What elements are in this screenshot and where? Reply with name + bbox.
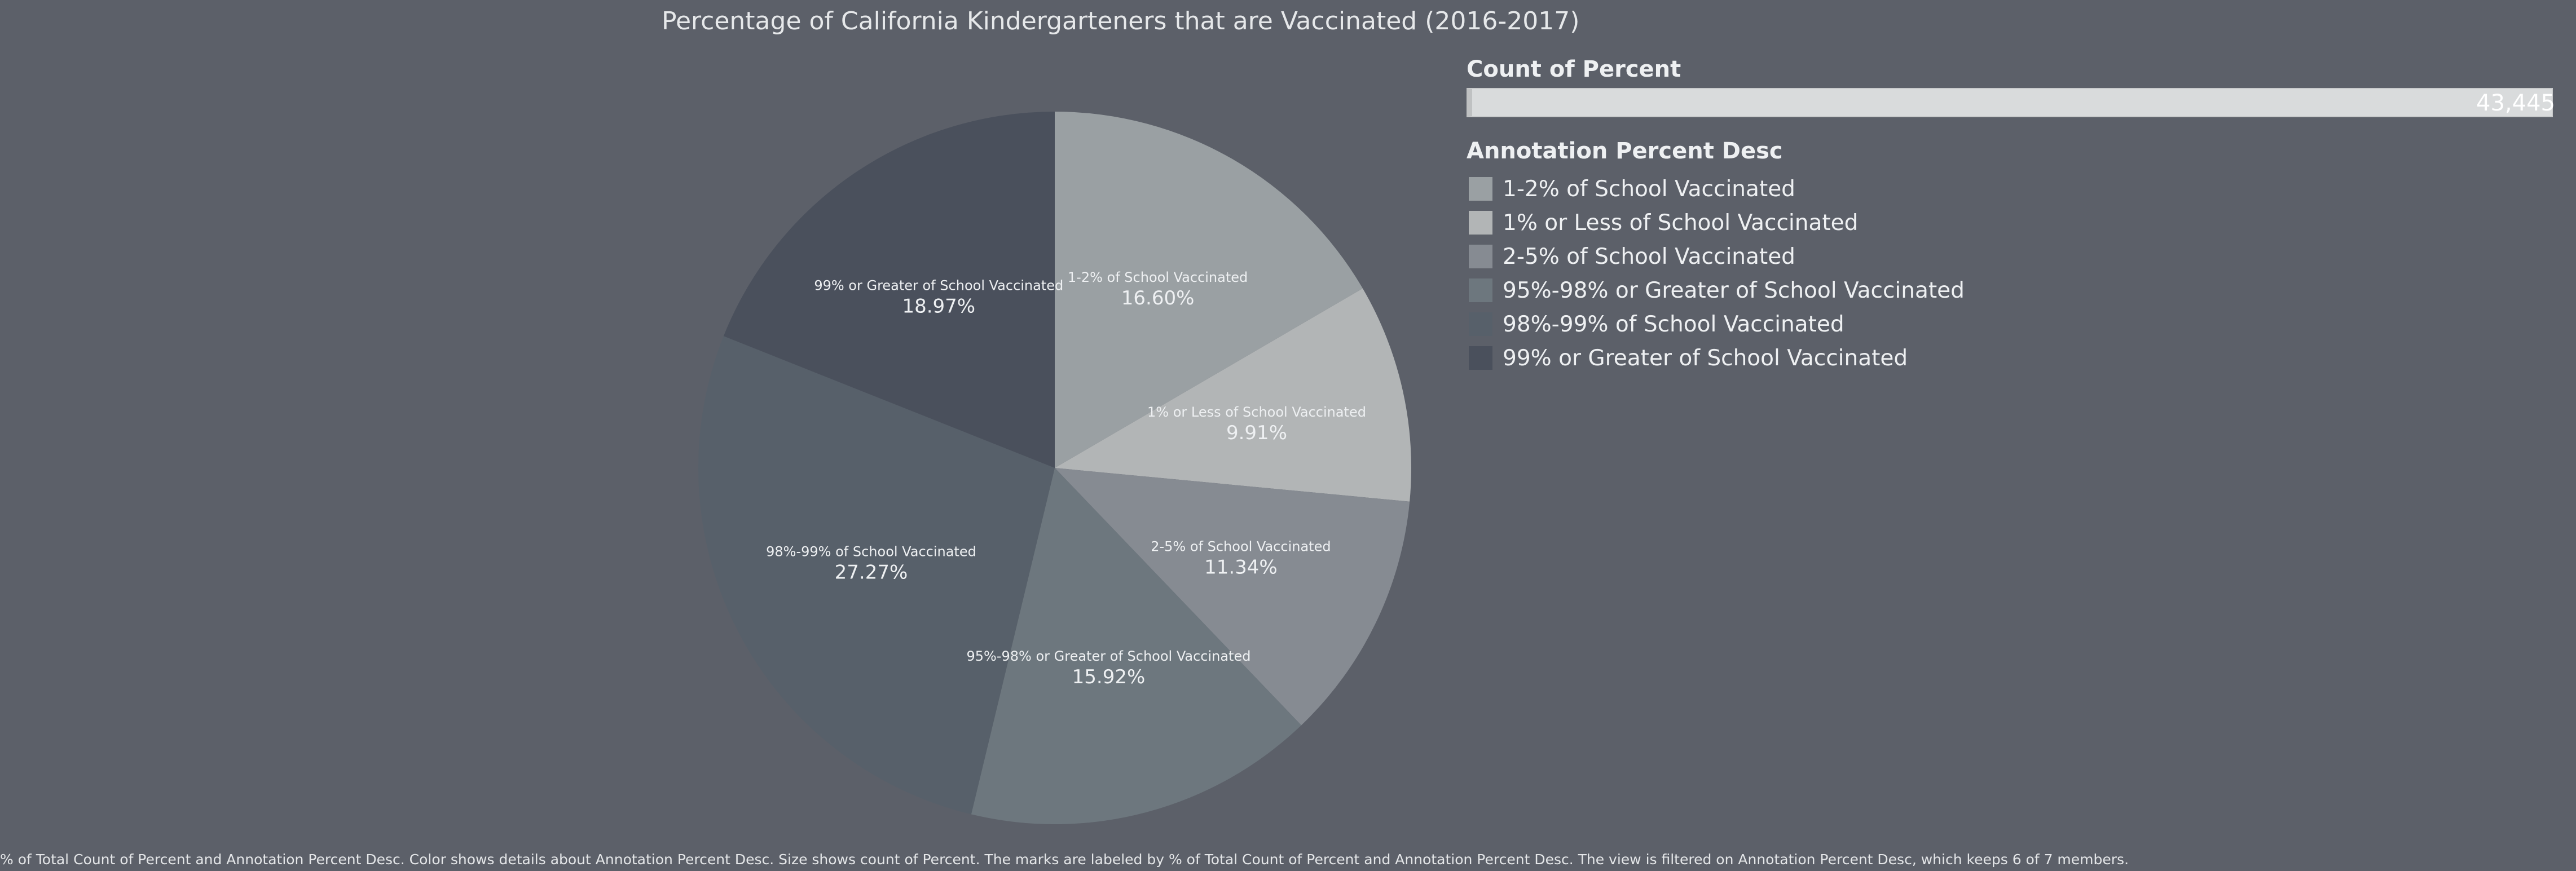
legend-swatch — [1469, 245, 1492, 268]
color-legend: Annotation Percent Desc 1-2% of School V… — [1467, 138, 1965, 375]
chart-title: Percentage of California Kindergarteners… — [662, 7, 1580, 36]
color-legend-title: Annotation Percent Desc — [1467, 138, 1783, 164]
pie-slice[interactable] — [1055, 468, 1410, 726]
legend-label: 1-2% of School Vaccinated — [1503, 176, 1795, 202]
pie-slice[interactable] — [1055, 288, 1412, 502]
legend-label: 95%-98% or Greater of School Vaccinated — [1503, 277, 1965, 303]
pie-slices[interactable] — [698, 112, 1412, 824]
legend-swatch — [1469, 177, 1492, 201]
slice-category-label: 95%-98% or Greater of School Vaccinated — [967, 648, 1251, 664]
size-legend-value: 43,445 — [2476, 90, 2555, 116]
legend-item[interactable]: 2-5% of School Vaccinated — [1467, 240, 1965, 273]
legend-swatch — [1469, 312, 1492, 336]
slice-percent-label: 27.27% — [835, 561, 908, 584]
slice-percent-label: 16.60% — [1121, 287, 1195, 310]
slice-category-label: 1-2% of School Vaccinated — [1068, 269, 1248, 285]
legend-item[interactable]: 1% or Less of School Vaccinated — [1467, 206, 1965, 240]
size-legend-title: Count of Percent — [1467, 56, 1681, 82]
slice-category-label: 99% or Greater of School Vaccinated — [814, 278, 1063, 294]
slice-category-label: 2-5% of School Vaccinated — [1151, 539, 1331, 555]
pie-slice[interactable] — [1055, 112, 1363, 468]
pie-slice[interactable] — [723, 112, 1055, 468]
slice-percent-label: 15.92% — [1072, 666, 1146, 688]
legend-label: 2-5% of School Vaccinated — [1503, 244, 1795, 269]
legend-label: 98%-99% of School Vaccinated — [1503, 311, 1844, 337]
pie-chart[interactable]: 1-2% of School Vaccinated 16.60% 1% or Les… — [0, 0, 1467, 846]
legend-label: 1% or Less of School Vaccinated — [1503, 210, 1859, 236]
legend-swatch — [1469, 346, 1492, 370]
slice-percent-label: 9.91% — [1226, 422, 1287, 444]
slice-category-label: 1% or Less of School Vaccinated — [1147, 404, 1366, 420]
slice-category-label: 98%-99% of School Vaccinated — [766, 544, 976, 560]
slice-percent-label: 11.34% — [1204, 556, 1278, 579]
legend-item[interactable]: 95%-98% or Greater of School Vaccinated — [1467, 273, 1965, 307]
legend-item[interactable]: 1-2% of School Vaccinated — [1467, 172, 1965, 206]
legend-swatch — [1469, 211, 1492, 235]
pie-slice[interactable] — [698, 336, 1055, 815]
legend-label: 99% or Greater of School Vaccinated — [1503, 345, 1908, 371]
legend-swatch — [1469, 278, 1492, 302]
legend-items: 1-2% of School Vaccinated 1% or Less of … — [1467, 172, 1965, 375]
slice-percent-label: 18.97% — [902, 295, 975, 318]
size-legend-bar: 43,445 — [1467, 88, 2555, 117]
legend-item[interactable]: 99% or Greater of School Vaccinated — [1467, 341, 1965, 375]
chart-caption: % of Total Count of Percent and Annotati… — [0, 851, 2129, 868]
pie-labels: 1-2% of School Vaccinated 16.60% 1% or Les… — [766, 269, 1366, 688]
legend-item[interactable]: 98%-99% of School Vaccinated — [1467, 307, 1965, 341]
pie-slice[interactable] — [971, 468, 1302, 824]
size-legend: Count of Percent 43,445 — [1467, 56, 2555, 117]
